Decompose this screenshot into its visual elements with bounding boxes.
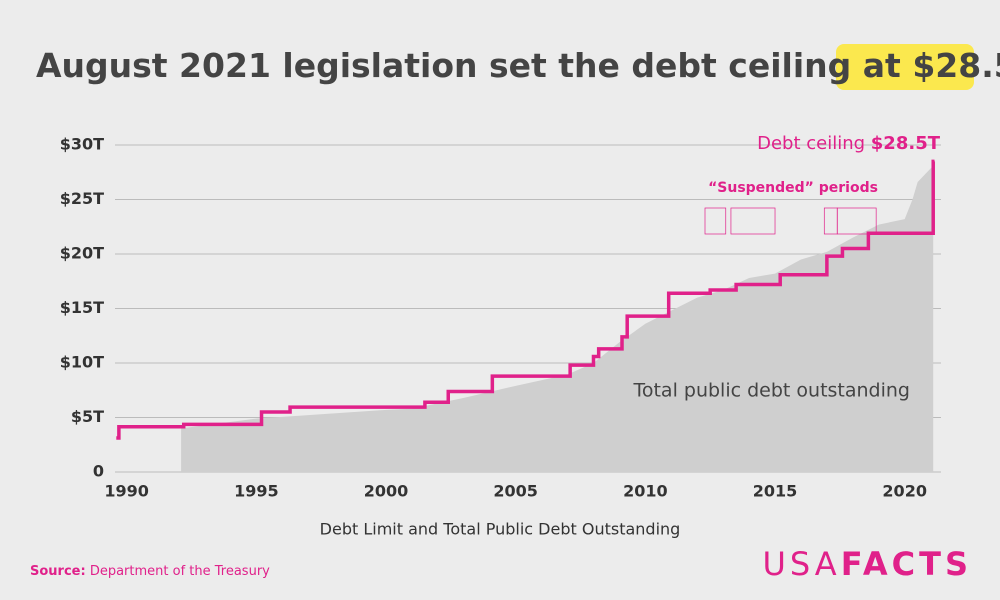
y-tick-label: $25T <box>60 189 104 208</box>
x-tick-label: 2000 <box>364 482 409 501</box>
suspended-period <box>704 207 727 235</box>
ceiling-label-name: Debt ceiling <box>757 133 865 154</box>
debt-ceiling-line <box>116 159 935 440</box>
suspended-label: “Suspended” periods <box>708 180 878 196</box>
y-tick-label: 0 <box>93 462 104 481</box>
x-tick-label: 1995 <box>234 482 279 501</box>
debt-area <box>181 165 934 472</box>
x-tick-label: 2010 <box>623 482 668 501</box>
x-tick-label: 2020 <box>882 482 927 501</box>
ceiling-label-value: $28.5T <box>871 133 941 154</box>
x-tick-label: 2015 <box>753 482 798 501</box>
x-tick-label: 1990 <box>104 482 149 501</box>
y-tick-label: $5T <box>71 407 104 426</box>
suspended-period <box>823 207 838 235</box>
debt-label: Total public debt outstanding <box>632 380 910 402</box>
y-tick-label: $10T <box>60 353 104 372</box>
suspended-period <box>730 207 776 235</box>
y-tick-label: $30T <box>60 135 104 154</box>
x-tick-label: 2005 <box>493 482 538 501</box>
y-tick-label: $15T <box>60 298 104 317</box>
logo: USAFACTS <box>762 545 972 583</box>
y-tick-label: $20T <box>60 244 104 263</box>
x-axis-label: Debt Limit and Total Public Debt Outstan… <box>320 520 681 539</box>
title-highlight-bg <box>836 44 974 90</box>
source: Source: Department of the Treasury <box>30 564 270 579</box>
suspended-period <box>836 207 877 235</box>
chart-title: August 2021 legislation set the debt cei… <box>36 46 1000 85</box>
ceiling-label: Debt ceiling $28.5T <box>757 133 941 154</box>
